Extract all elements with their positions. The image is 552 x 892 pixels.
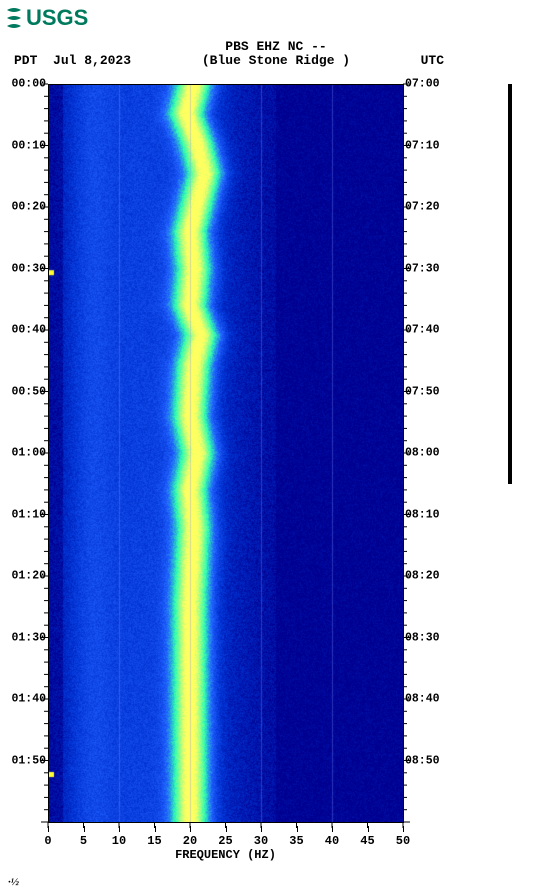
y-tick-right: 07:40 — [403, 324, 451, 337]
y-axis-right: 07:0007:1007:2007:3007:4007:5008:0008:10… — [403, 84, 463, 822]
x-tick-label: 20 — [183, 834, 197, 848]
usgs-logo: USGS — [4, 4, 100, 30]
y-tick-left: 00:00 — [0, 78, 48, 91]
x-axis: FREQUENCY (HZ) 05101520253035404550 — [48, 826, 403, 866]
y-tick-left: 01:20 — [0, 570, 48, 583]
x-tick-label: 50 — [396, 834, 410, 848]
x-tick-mark — [297, 826, 298, 832]
y-tick-right: 08:00 — [403, 447, 451, 460]
left-timezone: PDT — [14, 53, 37, 68]
y-tick-left: 00:50 — [0, 385, 48, 398]
y-tick-right: 08:20 — [403, 570, 451, 583]
x-axis-title: FREQUENCY (HZ) — [48, 848, 403, 862]
y-tick-left: 01:30 — [0, 631, 48, 644]
x-tick-mark — [261, 826, 262, 832]
y-tick-left: 01:00 — [0, 447, 48, 460]
x-tick-mark — [48, 826, 49, 832]
x-tick-mark — [84, 826, 85, 832]
y-tick-left: 00:20 — [0, 201, 48, 214]
x-tick-mark — [368, 826, 369, 832]
x-tick-mark — [119, 826, 120, 832]
x-tick-label: 40 — [325, 834, 339, 848]
y-tick-right: 07:10 — [403, 139, 451, 152]
header-date: Jul 8,2023 — [53, 53, 131, 68]
x-tick-mark — [155, 826, 156, 832]
x-tick-mark — [332, 826, 333, 832]
y-tick-right: 07:20 — [403, 201, 451, 214]
y-tick-left: 00:10 — [0, 139, 48, 152]
y-tick-right: 08:10 — [403, 508, 451, 521]
color-scale-stub — [508, 84, 512, 484]
x-tick-label: 10 — [112, 834, 126, 848]
spectrogram-plot — [48, 84, 403, 822]
x-tick-label: 0 — [44, 834, 51, 848]
y-tick-right: 08:50 — [403, 754, 451, 767]
right-timezone: UTC — [421, 53, 444, 68]
y-tick-left: 01:50 — [0, 754, 48, 767]
y-tick-left: 01:40 — [0, 693, 48, 706]
header-left: PDT Jul 8,2023 — [14, 53, 131, 68]
x-tick-label: 25 — [218, 834, 232, 848]
x-tick-mark — [190, 826, 191, 832]
y-axis-left: 00:0000:1000:2000:3000:4000:5001:0001:10… — [0, 84, 48, 822]
y-tick-right: 07:50 — [403, 385, 451, 398]
spectrogram-canvas — [48, 84, 403, 822]
x-tick-label: 5 — [80, 834, 87, 848]
y-tick-right: 07:00 — [403, 78, 451, 91]
y-tick-left: 00:40 — [0, 324, 48, 337]
x-tick-label: 30 — [254, 834, 268, 848]
x-tick-label: 45 — [360, 834, 374, 848]
x-tick-label: 35 — [289, 834, 303, 848]
x-tick-mark — [403, 826, 404, 832]
y-tick-right: 08:40 — [403, 693, 451, 706]
y-tick-left: 01:10 — [0, 508, 48, 521]
y-tick-right: 07:30 — [403, 262, 451, 275]
y-tick-left: 00:30 — [0, 262, 48, 275]
y-tick-right: 08:30 — [403, 631, 451, 644]
x-tick-label: 15 — [147, 834, 161, 848]
footer-mark: ·½ — [8, 876, 19, 888]
x-tick-mark — [226, 826, 227, 832]
usgs-logo-text: USGS — [26, 5, 88, 30]
